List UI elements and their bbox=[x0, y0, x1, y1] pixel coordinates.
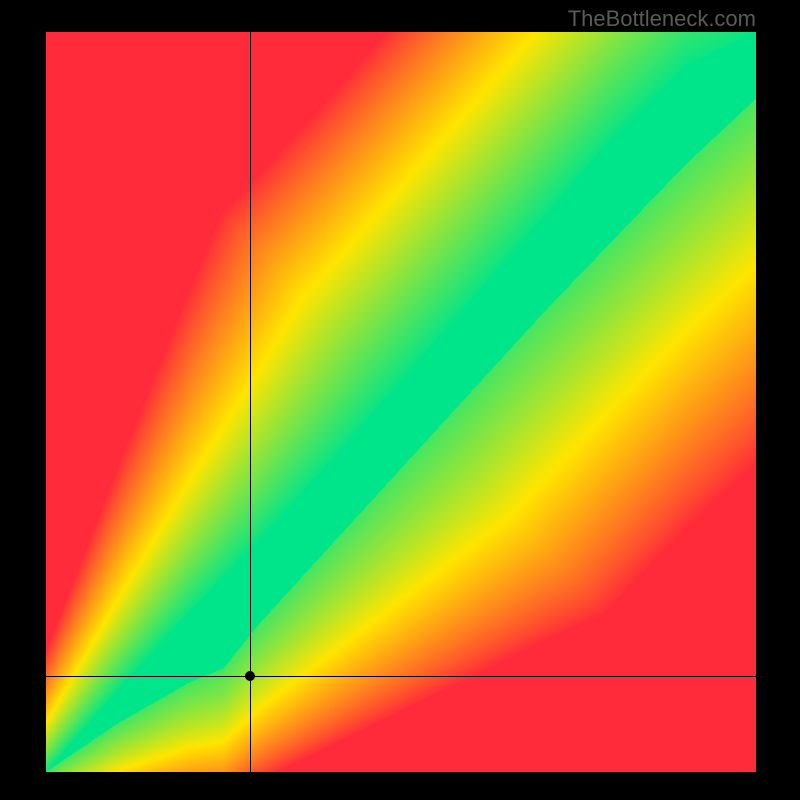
root-container: TheBottleneck.com bbox=[0, 0, 800, 800]
bottleneck-heatmap bbox=[46, 32, 756, 772]
plot-area bbox=[46, 32, 756, 772]
crosshair-marker-dot bbox=[245, 671, 255, 681]
crosshair-horizontal bbox=[46, 676, 756, 677]
crosshair-vertical bbox=[250, 32, 251, 772]
watermark-text: TheBottleneck.com bbox=[568, 6, 756, 32]
